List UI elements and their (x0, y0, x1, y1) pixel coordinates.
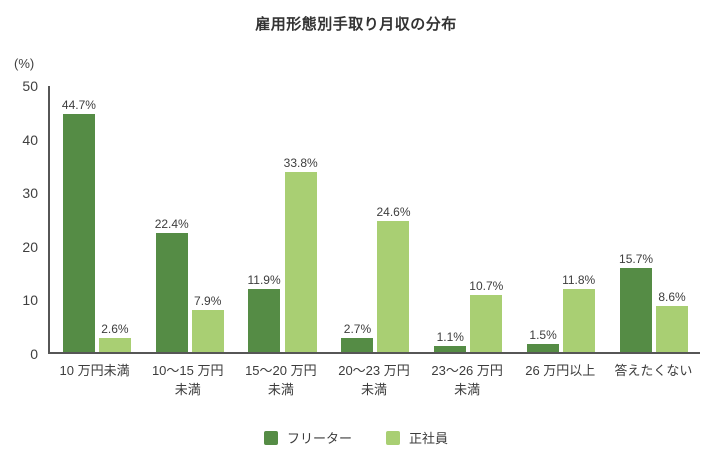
x-tick-label: 23〜26 万円 未満 (431, 363, 503, 397)
bar (527, 344, 560, 352)
bar-group: 2.7% 24.6% (341, 86, 411, 352)
y-tick-label: 20 (22, 238, 38, 255)
x-tick-label: 10 万円未満 (59, 363, 130, 378)
bar (248, 288, 281, 352)
bar (470, 295, 503, 352)
bar-wrap: 7.9% (191, 86, 224, 352)
bar-value-label: 15.7% (619, 252, 654, 267)
bar-wrap: 10.7% (469, 86, 503, 352)
bar (377, 221, 410, 352)
bar-wrap: 15.7% (619, 86, 653, 352)
bar (284, 172, 317, 352)
bar (341, 337, 374, 352)
legend-swatch-icon (386, 430, 400, 445)
x-tick-label: 10〜15 万円 未満 (151, 363, 224, 397)
bar (191, 309, 224, 352)
chart-title: 雇用形態別手取り月収の分布 (255, 16, 457, 33)
bar-wrap: 1.1% (434, 86, 467, 352)
bar-group: 44.7% 2.6% (62, 86, 131, 352)
bar-value-label: 44.7% (61, 98, 96, 113)
bar-groups: 44.7% 2.6% 22.4% 7.9% 11.9% 33.8% 2.7% 24.6% 1.1… (50, 86, 700, 352)
y-tick-label: 10 (22, 292, 38, 309)
bar-group: 15.7% 8.6% (619, 86, 689, 352)
x-tick-label: 26 万円以上 (525, 363, 596, 378)
x-tick-label: 15〜20 万円 未満 (245, 363, 317, 397)
bar-value-label: 24.6% (376, 205, 411, 220)
bar-wrap: 2.6% (98, 86, 131, 352)
bar (155, 232, 188, 352)
bar-wrap: 22.4% (155, 86, 189, 352)
bar-wrap: 2.7% (341, 86, 374, 352)
bar (620, 268, 653, 352)
bar-value-label: 2.7% (343, 321, 372, 336)
bar-group: 1.1% 10.7% (434, 86, 503, 352)
bar (562, 289, 595, 352)
bar (98, 338, 131, 352)
bar-wrap: 11.9% (248, 86, 281, 352)
bar (434, 346, 467, 352)
bar-value-label: 33.8% (283, 156, 318, 171)
bar-value-label: 1.1% (436, 330, 464, 345)
legend-item: フリーター (263, 428, 352, 447)
y-axis-unit-label: (%) (14, 56, 35, 71)
legend: フリーター 正社員 (0, 428, 712, 447)
bar-value-label: 22.4% (154, 216, 189, 231)
bar-wrap: 11.8% (562, 86, 595, 352)
y-tick-label: 50 (22, 78, 38, 94)
x-tick-label: 答えたくない (614, 363, 693, 378)
bar-value-label: 11.8% (562, 273, 596, 288)
bar-group: 1.5% 11.8% (527, 86, 595, 352)
bar-wrap: 44.7% (62, 86, 96, 352)
bar-wrap: 24.6% (376, 86, 411, 352)
bar-value-label: 1.5% (529, 328, 557, 343)
y-tick-label: 0 (30, 346, 38, 362)
bar (656, 306, 689, 352)
bar-group: 11.9% 33.8% (248, 86, 318, 352)
bar-value-label: 2.6% (101, 322, 129, 337)
legend-label: フリーター (286, 431, 352, 446)
legend-label: 正社員 (409, 431, 449, 446)
x-tick-label: 20〜23 万円 未満 (338, 363, 410, 397)
y-axis-ticks: 0 10 20 30 40 50 (0, 79, 38, 361)
legend-swatch-icon (263, 430, 278, 445)
bar (62, 114, 95, 352)
bar-value-label: 7.9% (194, 293, 222, 308)
bar-wrap: 8.6% (656, 86, 689, 352)
bar-value-label: 10.7% (469, 279, 504, 294)
bar-value-label: 8.6% (658, 290, 686, 305)
bar-wrap: 33.8% (284, 86, 318, 352)
x-axis-labels: 10 万円未満 10〜15 万円 未満 15〜20 万円 未満 20〜23 万円 未満… (48, 362, 700, 400)
y-tick-label: 40 (22, 131, 38, 148)
bar-value-label: 11.9% (247, 272, 281, 287)
bar-group: 22.4% 7.9% (155, 86, 224, 352)
legend-item: 正社員 (386, 428, 448, 447)
plot-area: 44.7% 2.6% 22.4% 7.9% 11.9% 33.8% 2.7% 24.6% 1.1… (48, 86, 700, 354)
y-tick-label: 30 (22, 185, 38, 202)
bar-wrap: 1.5% (527, 86, 560, 352)
